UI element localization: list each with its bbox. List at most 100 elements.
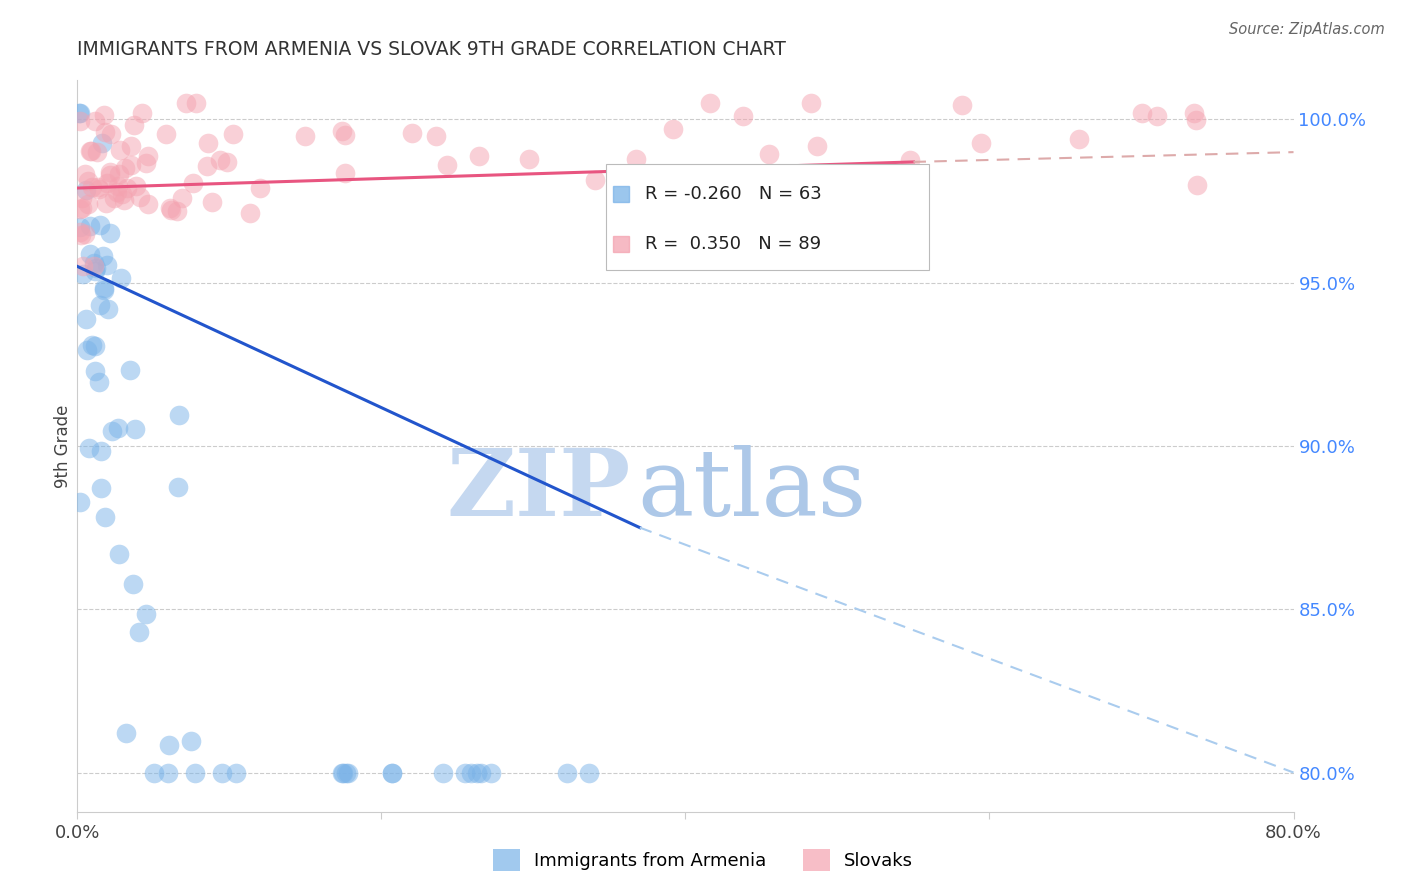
Point (699, 96, 721, 111)
Point (624, 152, 647, 166)
Point (83, 256, 105, 270)
Point (195, 159, 218, 173)
Point (335, 166, 357, 180)
Point (159, 202, 181, 216)
Point (465, 765, 488, 780)
Point (69, 202, 91, 216)
Point (333, 128, 356, 143)
Point (73, 227, 96, 241)
Point (616, 237, 638, 252)
Point (91, 249, 114, 263)
Point (96, 301, 118, 316)
Point (93, 283, 115, 297)
Point (86, 180, 108, 194)
Point (172, 191, 194, 205)
Point (950, 98, 973, 112)
Point (758, 147, 780, 161)
Y-axis label: 9th Grade: 9th Grade (53, 404, 72, 488)
Point (107, 179, 129, 194)
Point (93, 280, 115, 294)
Point (155, 127, 177, 141)
Point (84, 261, 107, 276)
Point (80, 338, 103, 352)
Point (167, 409, 190, 423)
Point (578, 765, 600, 780)
Point (136, 149, 159, 163)
Point (83, 264, 105, 278)
Point (211, 765, 233, 780)
Point (89, 375, 111, 389)
Point (225, 765, 247, 780)
Point (79, 247, 101, 261)
Point (470, 765, 492, 780)
Point (131, 106, 153, 120)
Point (662, 121, 685, 136)
Point (898, 153, 921, 167)
Point (174, 96, 197, 111)
Point (93, 108, 115, 122)
Point (94, 510, 117, 524)
Point (87, 182, 110, 196)
Point (143, 765, 166, 780)
FancyBboxPatch shape (606, 164, 929, 270)
Point (70, 201, 93, 215)
Point (583, 172, 606, 186)
Legend: Immigrants from Armenia, Slovaks: Immigrants from Armenia, Slovaks (485, 842, 921, 879)
Point (73, 167, 96, 181)
Point (91, 136, 114, 150)
Point (80, 144, 103, 158)
Point (90, 481, 112, 495)
Point (239, 206, 262, 220)
Point (72, 268, 94, 282)
Point (201, 194, 224, 209)
Point (107, 167, 129, 181)
Point (125, 178, 148, 193)
Point (135, 607, 157, 621)
Point (129, 190, 152, 204)
Point (124, 422, 146, 436)
Point (841, 178, 863, 192)
Point (294, 129, 316, 144)
Point (217, 154, 239, 169)
Point (800, 96, 823, 111)
Point (1185, 113, 1208, 128)
Point (105, 185, 128, 199)
Point (108, 143, 131, 157)
Point (69, 220, 91, 235)
Point (135, 156, 157, 170)
Point (111, 186, 134, 201)
Point (115, 725, 138, 739)
Point (401, 126, 423, 140)
Point (180, 734, 202, 748)
Point (330, 765, 353, 780)
Point (467, 149, 489, 163)
Point (98, 226, 121, 240)
Point (108, 547, 131, 561)
Point (89, 298, 111, 312)
Point (693, 184, 716, 198)
Point (1069, 132, 1091, 146)
Point (80, 179, 103, 194)
Point (733, 110, 755, 124)
Point (166, 204, 188, 219)
Point (157, 765, 180, 780)
Point (77, 441, 100, 455)
Point (69, 225, 91, 239)
Point (335, 765, 357, 780)
Point (330, 123, 353, 137)
Point (381, 765, 404, 780)
Point (94, 196, 117, 211)
Point (112, 193, 135, 207)
Point (86, 145, 108, 160)
Point (181, 176, 204, 190)
Point (128, 625, 150, 640)
Point (69, 495, 91, 509)
Point (67, 106, 90, 120)
Point (69, 106, 91, 120)
Point (75, 312, 97, 326)
Point (186, 96, 208, 111)
Point (89, 218, 111, 232)
Point (120, 139, 142, 153)
Point (197, 136, 219, 151)
Point (90, 443, 112, 458)
